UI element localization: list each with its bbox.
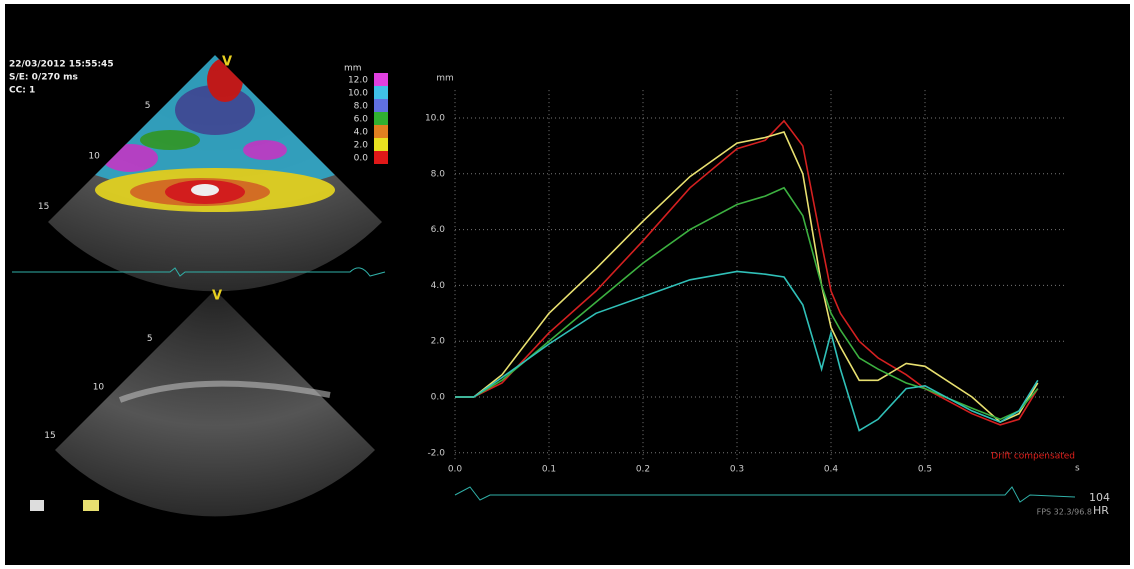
scale-swatch [374,151,388,164]
scale-swatch [374,138,388,151]
scale-label: 8.0 [354,102,369,112]
scale-swatch [374,73,388,86]
icon[interactable] [30,500,44,511]
y-tick-label: 10.0 [425,114,445,124]
datetime: 22/03/2012 15:55:45 [9,60,114,70]
depth-label: 10 [93,382,105,392]
hr-value: 104 [1089,491,1110,504]
depth-label: 5 [145,101,151,111]
x-tick-label: 0.0 [448,465,463,475]
y-axis-label: mm [436,74,454,84]
hr-label: HR [1093,504,1109,517]
scale-label: 4.0 [354,128,369,138]
cc-info: CC: 1 [9,86,35,96]
depth-label: 10 [88,152,100,162]
view-label: V [212,289,222,304]
scale-label: 0.0 [354,154,369,164]
scale-swatch [374,86,388,99]
depth-label: 5 [147,334,153,344]
x-axis-label: s [1075,464,1080,474]
x-tick-label: 0.4 [824,465,839,475]
scale-swatch [374,99,388,112]
scale-label: 12.0 [348,76,368,86]
y-tick-label: 2.0 [431,337,446,347]
scale-swatch [374,112,388,125]
scale-unit: mm [344,64,362,74]
se-info: S/E: 0/270 ms [9,73,78,83]
view-label: V [222,55,232,70]
depth-label: 15 [44,431,55,441]
y-tick-label: 6.0 [431,225,446,235]
scale-swatch [374,125,388,138]
x-tick-label: 0.5 [918,465,932,475]
x-tick-label: 0.1 [542,465,556,475]
scale-label: 10.0 [348,89,368,99]
depth-label: 15 [38,202,49,212]
fps: FPS 32.3/96.8 [1037,508,1092,517]
y-tick-label: 4.0 [431,281,446,291]
x-tick-label: 0.3 [730,465,744,475]
scale-label: 2.0 [354,141,369,151]
x-tick-label: 0.2 [636,465,650,475]
icon[interactable] [83,500,99,511]
scale-label: 6.0 [354,115,369,125]
y-tick-label: 8.0 [431,169,446,179]
y-tick-label: 0.0 [431,393,446,403]
y-tick-label: -2.0 [427,448,445,458]
screen: 22/03/2012 15:55:45 S/E: 0/270 ms CC: 1 … [0,0,1134,569]
